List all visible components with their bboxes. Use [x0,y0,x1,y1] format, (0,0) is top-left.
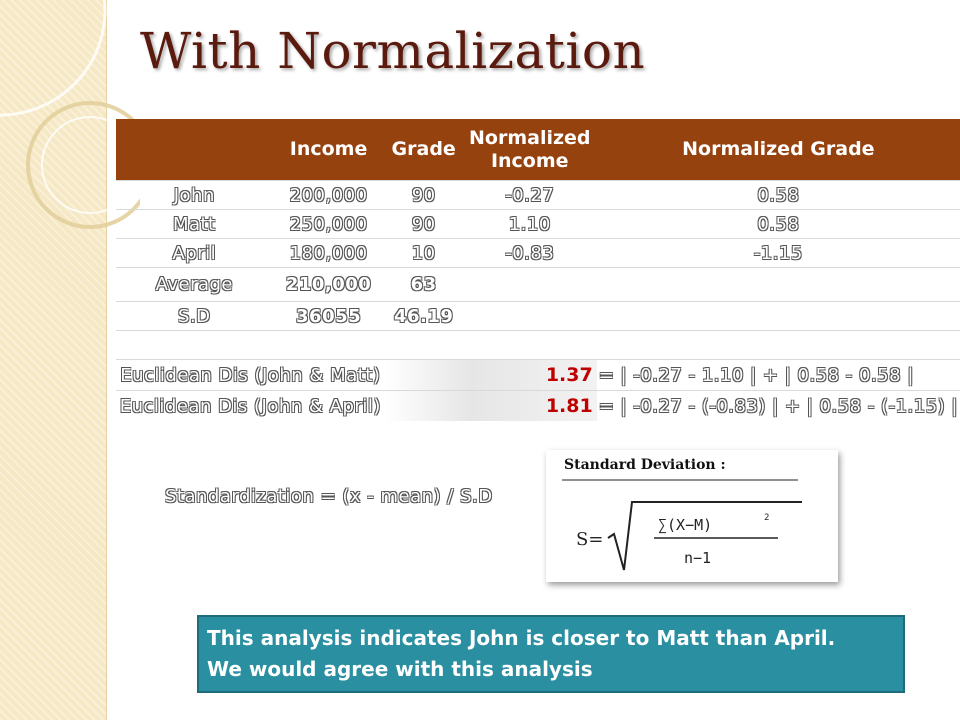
average-label: Average [116,267,273,302]
slide-title: With Normalization [140,22,646,80]
distance-row: Euclidean Dis (John & Matt) 1.37 = | -0.… [116,359,960,391]
row-grade: 90 [384,209,463,239]
sd-row: S.D 36055 46.19 [116,301,960,331]
row-income: 250,000 [272,209,385,239]
header-normalized-grade: Normalized Grade [596,119,960,181]
row-grade: 90 [384,180,463,210]
distance-label: Euclidean Dis (John & April) [116,390,385,421]
data-table: Income Grade Normalized Income Normalize… [116,119,960,421]
conclusion-line-2: We would agree with this analysis [207,657,593,681]
distance-value: 1.37 [384,359,597,391]
row-income: 180,000 [272,238,385,268]
row-normalized-grade: 0.58 [596,180,960,210]
header-grade: Grade [384,119,463,181]
table-row: John 200,000 90 -0.27 0.58 [116,180,960,210]
sidebar-decoration [0,0,107,720]
conclusion-callout: This analysis indicates John is closer t… [197,615,905,693]
table-header-row: Income Grade Normalized Income Normalize… [116,119,960,181]
row-name: Matt [116,209,273,239]
header-normalized-income: Normalized Income [462,119,597,181]
row-normalized-grade: 0.58 [596,209,960,239]
row-income: 200,000 [272,180,385,210]
header-income: Income [272,119,385,181]
header-empty [116,119,273,181]
sd-exponent: 2 [764,513,769,523]
conclusion-line-1: This analysis indicates John is closer t… [207,626,836,650]
distance-value: 1.81 [384,390,597,421]
table-row: April 180,000 10 -0.83 -1.15 [116,238,960,268]
distance-formula: = | -0.27 - (-0.83) | + | 0.58 - (-1.15)… [596,390,960,421]
distance-row: Euclidean Dis (John & April) 1.81 = | -0… [116,390,960,421]
distance-label: Euclidean Dis (John & Matt) [116,359,385,391]
row-grade: 10 [384,238,463,268]
row-name: John [116,180,273,210]
row-normalized-income: -0.27 [462,180,597,210]
average-grade: 63 [384,267,463,302]
distance-formula: = | -0.27 - 1.10 | + | 0.58 - 0.58 | [596,359,960,391]
average-income: 210,000 [272,267,385,302]
sd-denominator: n−1 [684,549,711,567]
sd-lhs: S= [576,529,603,550]
sd-title: Standard Deviation : [564,457,726,473]
table-row: Matt 250,000 90 1.10 0.58 [116,209,960,239]
sd-formula-graphic: S= ∑(X−M) 2 n−1 [562,479,802,571]
spacer-row [116,330,960,360]
standard-deviation-formula-image: Standard Deviation : S= ∑(X−M) 2 n−1 [546,450,838,582]
standardization-formula: Standardization = (x - mean) / S.D [165,486,493,507]
row-normalized-grade: -1.15 [596,238,960,268]
row-name: April [116,238,273,268]
sd-income: 36055 [272,301,385,331]
sd-label: S.D [116,301,273,331]
average-row: Average 210,000 63 [116,267,960,302]
row-normalized-income: 1.10 [462,209,597,239]
sd-grade: 46.19 [384,301,463,331]
sd-numerator: ∑(X−M) [658,516,712,534]
row-normalized-income: -0.83 [462,238,597,268]
